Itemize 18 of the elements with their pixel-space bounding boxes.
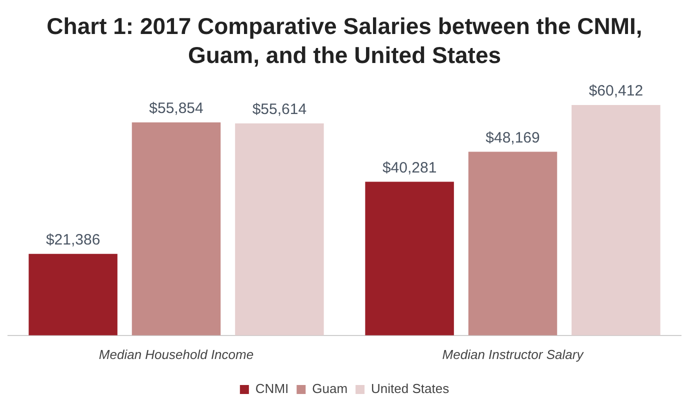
x-tick-label: Median Household Income xyxy=(98,346,254,362)
data-label: $60,412 xyxy=(588,82,644,100)
bar xyxy=(235,123,324,336)
bar xyxy=(468,152,558,336)
bar xyxy=(28,254,118,336)
data-label: $40,281 xyxy=(382,159,437,176)
legend-label: United States xyxy=(371,381,450,396)
legend-label: Guam xyxy=(312,381,348,396)
data-label: $55,854 xyxy=(149,100,204,118)
x-tick-label: Median Instructor Salary xyxy=(442,346,585,362)
data-label: $21,386 xyxy=(46,231,100,248)
chart-title: Chart 1: 2017 Comparative Salaries between the CNMI, Guam, and the United States xyxy=(46,12,644,70)
data-label: $48,169 xyxy=(486,129,540,146)
data-label: $55,614 xyxy=(252,100,307,118)
bar xyxy=(572,105,660,336)
legend-label: CNMI xyxy=(255,381,289,396)
bar xyxy=(132,122,221,336)
bar xyxy=(365,182,454,336)
